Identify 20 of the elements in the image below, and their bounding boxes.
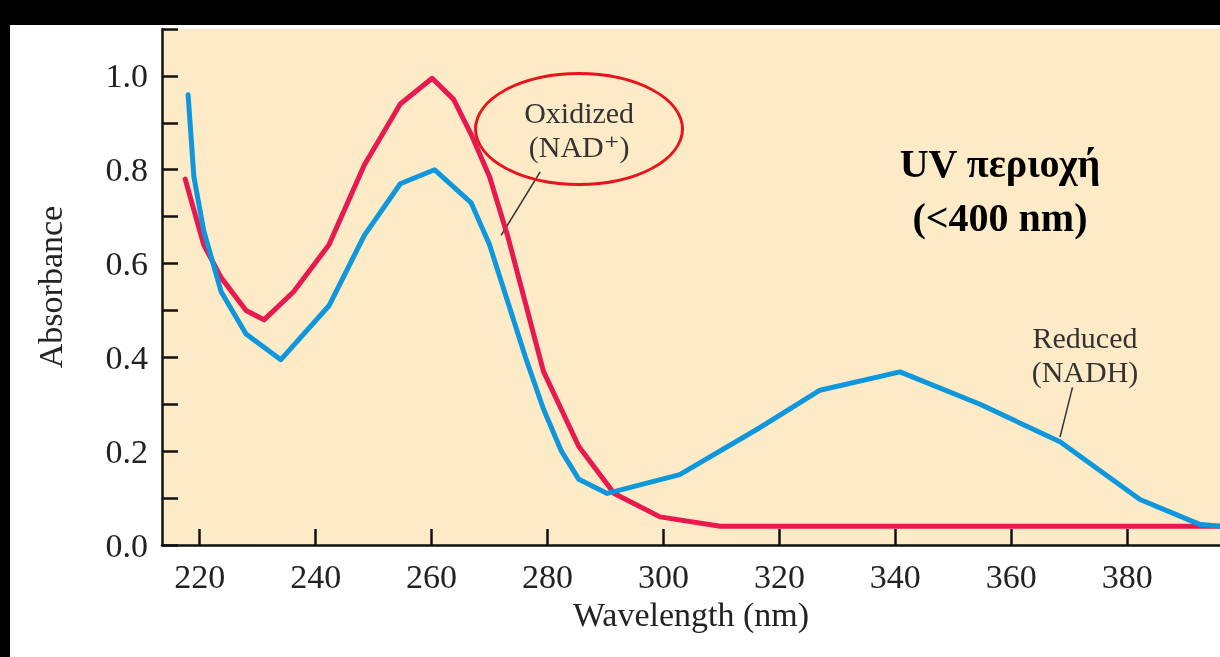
x-tick-label: 260: [406, 557, 458, 595]
y-tick-label: 0.2: [105, 432, 148, 470]
x-tick-label: 380: [1101, 557, 1153, 595]
annotation: Oxidized (NAD⁺): [524, 95, 635, 164]
y-tick-label: 0.8: [105, 151, 148, 189]
x-tick-label: 280: [522, 557, 574, 595]
y-axis-title: Absorbance: [31, 205, 69, 369]
annotation: UV περιοχή (<400 nm): [899, 140, 1101, 240]
x-tick-label: 220: [174, 557, 226, 595]
annotation: Reduced (NADH): [1031, 320, 1139, 389]
x-axis-title: Wavelength (nm): [572, 596, 810, 635]
y-tick-label: 0.6: [105, 245, 148, 283]
x-tick-label: 320: [753, 557, 805, 595]
x-tick-label: 340: [869, 557, 921, 595]
x-tick-label: 360: [985, 557, 1037, 595]
y-tick-label: 1.0: [105, 57, 148, 95]
x-tick-label: 240: [290, 557, 342, 595]
y-tick-label: 0.4: [105, 338, 148, 376]
x-tick-label: 300: [637, 557, 689, 595]
y-tick-label: 0.0: [105, 526, 148, 564]
